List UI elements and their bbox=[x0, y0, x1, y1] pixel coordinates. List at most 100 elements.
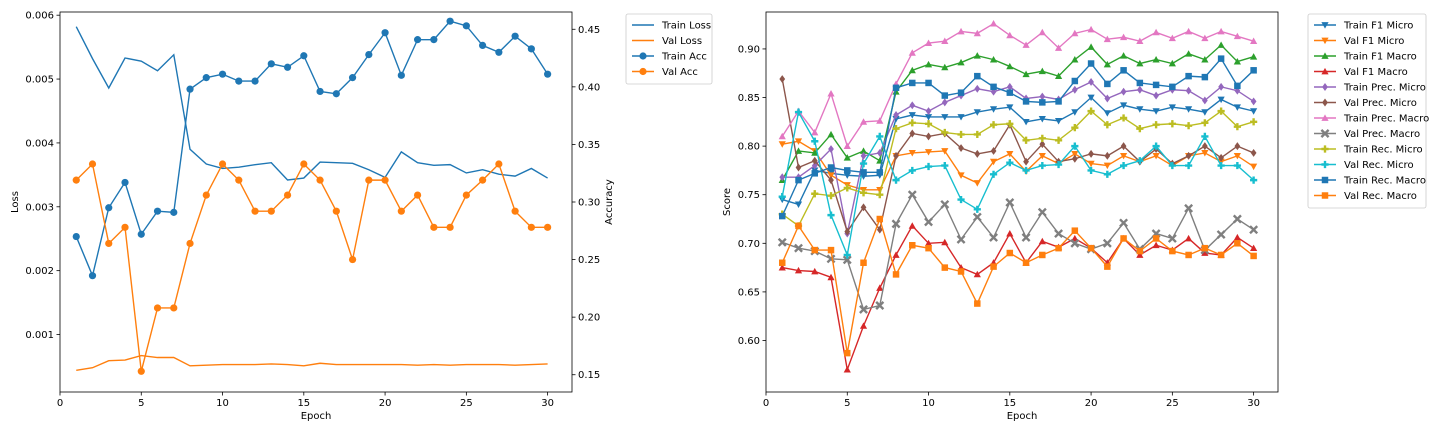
data-point bbox=[1006, 159, 1014, 167]
data-point bbox=[779, 75, 786, 84]
data-point bbox=[105, 204, 113, 212]
data-point bbox=[1218, 82, 1224, 91]
data-point bbox=[842, 255, 852, 265]
data-point bbox=[1168, 34, 1176, 42]
y-axis-ticks: 0.60 0.65 0.70 0.75 0.80 0.85 0.90 bbox=[738, 44, 766, 347]
data-point bbox=[795, 222, 802, 230]
data-point bbox=[300, 52, 308, 60]
y-tick-label: 0.75 bbox=[738, 190, 760, 201]
data-point bbox=[1022, 98, 1030, 105]
plot-frame bbox=[765, 11, 1279, 393]
legend-entry: Train F1 Macro bbox=[1343, 52, 1417, 63]
y-tick-label: 0.005 bbox=[25, 75, 54, 86]
y-tick-label: 0.70 bbox=[738, 239, 760, 250]
data-point bbox=[1071, 85, 1078, 94]
data-point bbox=[860, 169, 867, 176]
series-line bbox=[782, 81, 1255, 234]
data-point bbox=[843, 142, 851, 149]
data-point bbox=[72, 232, 80, 241]
data-point bbox=[527, 223, 535, 231]
data-point bbox=[381, 29, 389, 37]
data-point bbox=[941, 161, 949, 170]
data-point bbox=[1167, 233, 1177, 243]
data-point bbox=[1152, 121, 1160, 129]
data-point bbox=[1136, 85, 1143, 94]
data-point bbox=[827, 164, 835, 171]
legend-entry: Val Rec. Micro bbox=[1344, 160, 1414, 171]
data-point bbox=[924, 162, 933, 171]
data-point bbox=[1087, 166, 1095, 175]
data-point bbox=[1250, 108, 1258, 115]
data-point bbox=[941, 114, 949, 121]
data-point bbox=[1022, 70, 1030, 78]
data-point bbox=[811, 128, 819, 136]
data-point bbox=[941, 128, 949, 137]
data-point bbox=[1201, 56, 1209, 63]
data-point bbox=[778, 141, 786, 148]
data-point bbox=[794, 108, 803, 116]
data-point bbox=[1071, 234, 1079, 242]
data-point bbox=[153, 207, 162, 215]
data-point bbox=[1250, 97, 1257, 106]
data-point bbox=[1185, 86, 1192, 95]
data-point bbox=[267, 60, 275, 68]
legend-marker bbox=[1321, 160, 1329, 169]
data-point bbox=[989, 170, 998, 178]
x-tick-label: 30 bbox=[541, 398, 554, 409]
data-point bbox=[1234, 82, 1241, 90]
legend-marker bbox=[1321, 176, 1329, 184]
data-point bbox=[1102, 238, 1112, 248]
data-point bbox=[1119, 114, 1128, 122]
data-point bbox=[811, 156, 818, 165]
data-point bbox=[1201, 249, 1209, 256]
data-point bbox=[1201, 150, 1209, 157]
data-point bbox=[1234, 86, 1241, 95]
data-point bbox=[908, 150, 916, 157]
data-point bbox=[925, 244, 932, 252]
data-point bbox=[1185, 151, 1192, 160]
series-line bbox=[781, 44, 1254, 181]
data-point bbox=[1250, 252, 1257, 260]
data-point bbox=[332, 90, 340, 98]
data-point bbox=[1103, 162, 1111, 170]
data-point bbox=[892, 176, 900, 184]
legend-marker bbox=[1322, 83, 1328, 91]
data-point bbox=[1250, 67, 1257, 74]
data-point bbox=[973, 109, 981, 116]
series-val-rec-micro bbox=[778, 108, 1258, 259]
data-point bbox=[1006, 120, 1014, 128]
data-point bbox=[218, 160, 227, 168]
x-tick-label: 0 bbox=[57, 398, 63, 409]
legend-entry: Val F1 Macro bbox=[1344, 67, 1408, 78]
y2-tick-label: 0.35 bbox=[578, 140, 600, 151]
data-point bbox=[957, 89, 965, 96]
data-point bbox=[973, 180, 981, 187]
data-point bbox=[1234, 240, 1241, 247]
data-point bbox=[1104, 151, 1111, 160]
data-point bbox=[186, 85, 194, 93]
data-point bbox=[859, 322, 868, 329]
x-tick-label: 20 bbox=[1085, 398, 1098, 409]
series-val-acc bbox=[72, 160, 552, 375]
legend-entry: Train Rec. Micro bbox=[1343, 145, 1423, 156]
data-point bbox=[990, 83, 997, 91]
data-point bbox=[1039, 251, 1046, 259]
data-point bbox=[1038, 152, 1046, 160]
data-point bbox=[1006, 229, 1014, 237]
data-point bbox=[446, 17, 454, 25]
data-point bbox=[153, 304, 162, 312]
data-point bbox=[1217, 55, 1225, 62]
y-tick-label: 0.001 bbox=[25, 330, 54, 341]
series-line bbox=[781, 110, 1255, 258]
data-point bbox=[1038, 28, 1046, 36]
data-point bbox=[1054, 44, 1063, 51]
data-point bbox=[1250, 118, 1258, 126]
data-point bbox=[827, 192, 835, 200]
data-point bbox=[1136, 157, 1144, 165]
data-point bbox=[907, 190, 917, 200]
data-point bbox=[1233, 104, 1241, 111]
data-point bbox=[941, 37, 949, 45]
data-point bbox=[170, 304, 178, 312]
data-point bbox=[495, 160, 503, 168]
